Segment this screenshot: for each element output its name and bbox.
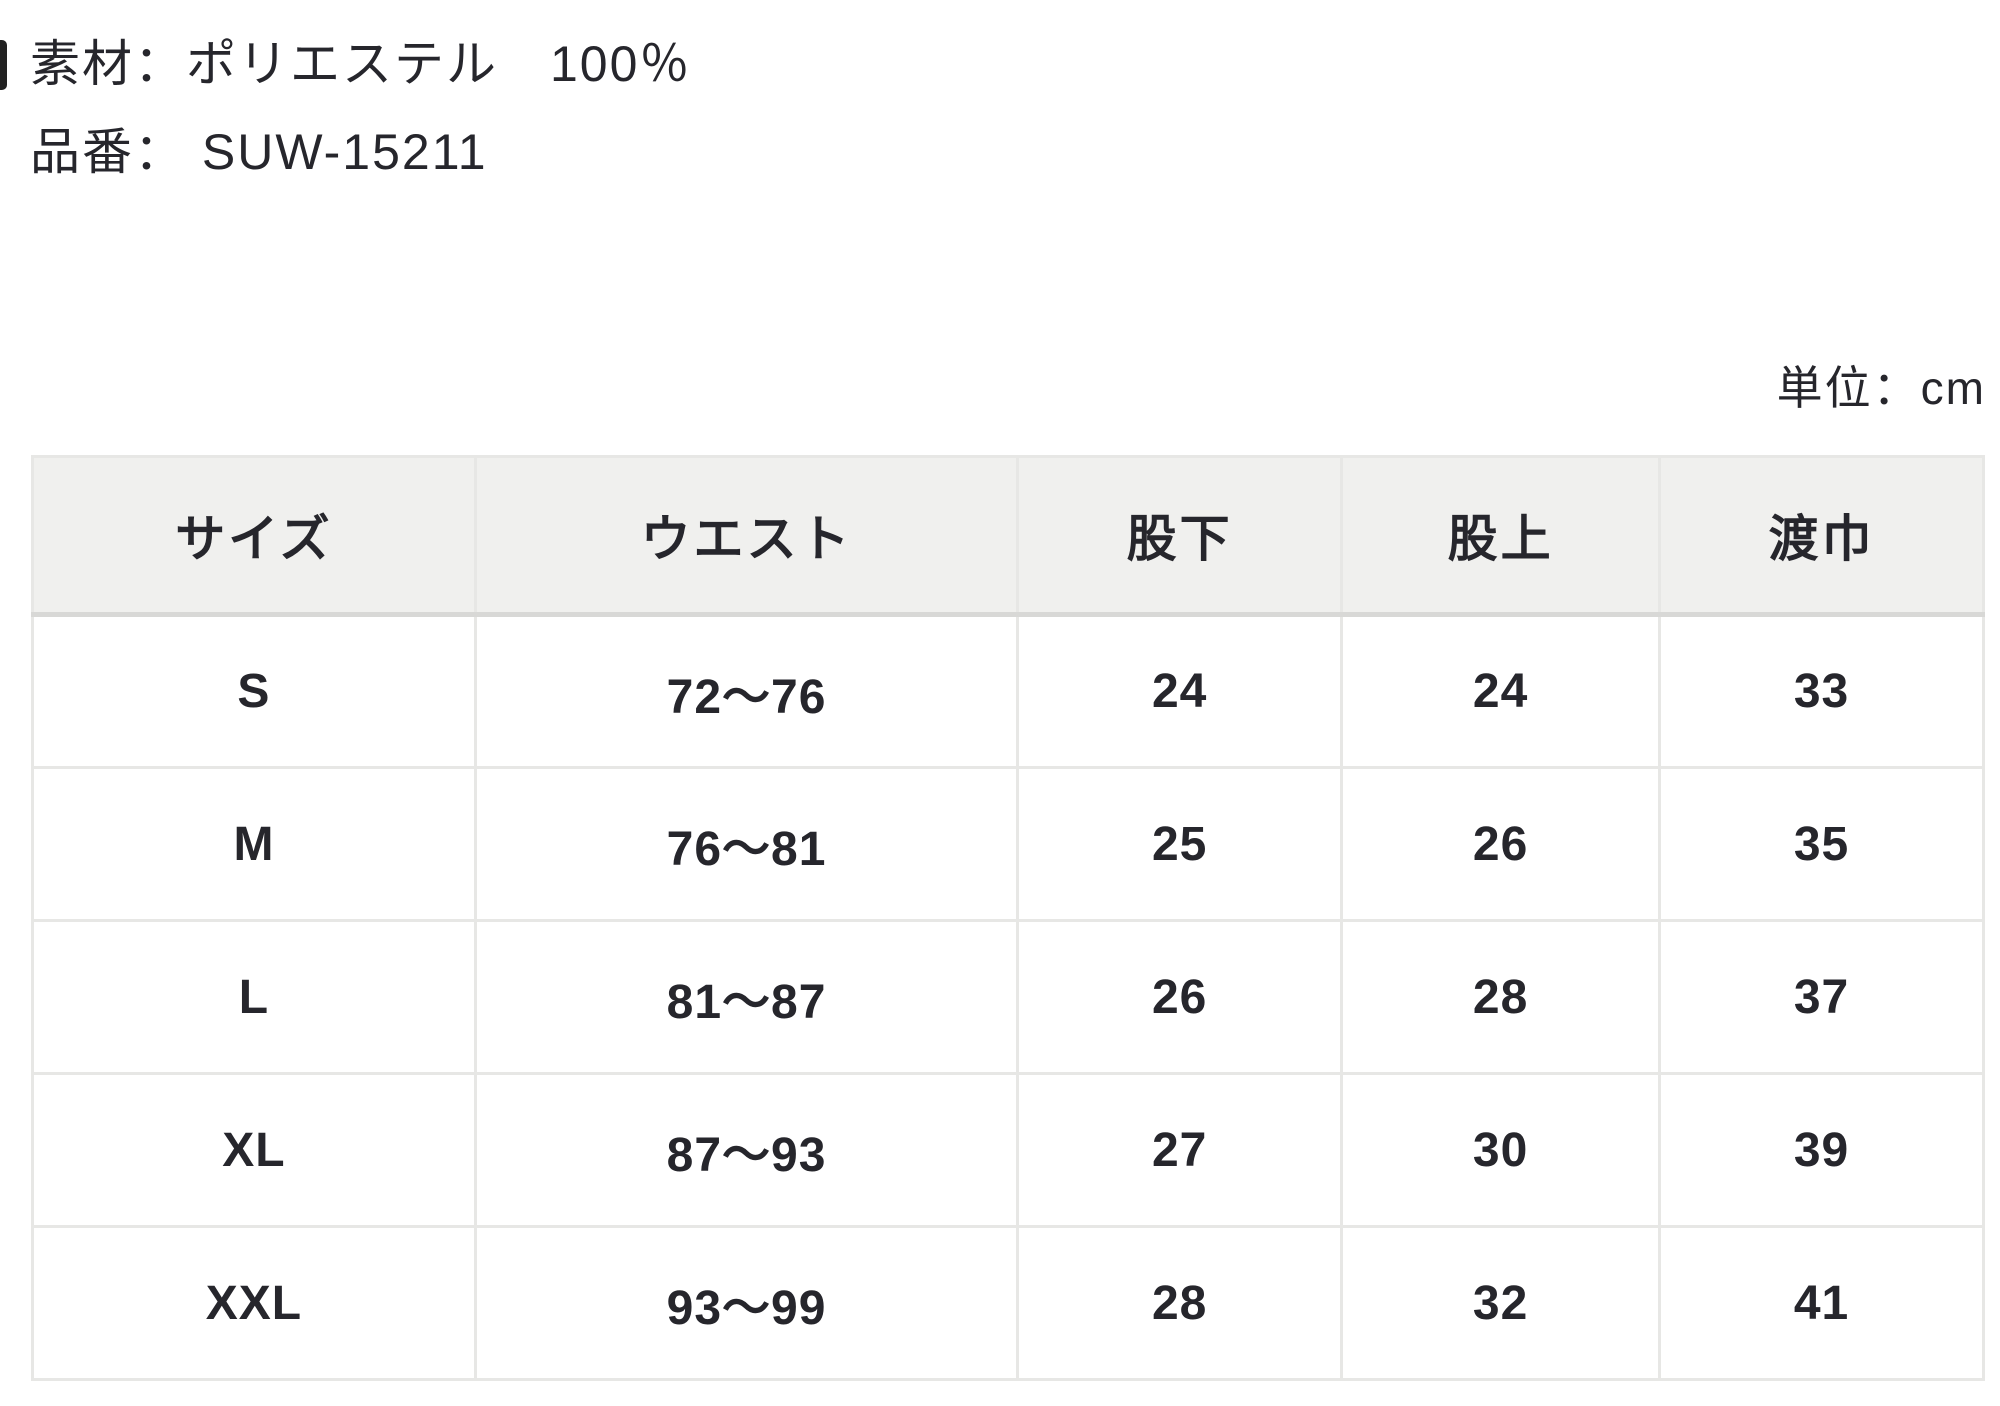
cell-inseam: 27 [1016,1072,1344,1228]
cell-waist: 76～81 [473,766,1020,922]
unit-label: 単位：cm [1776,362,1986,414]
cell-thigh-width: 39 [1658,1072,1985,1228]
cell-thigh-width: 37 [1658,919,1985,1075]
column-header-rise: 股上 [1340,455,1662,617]
size-row-s: S 72～76 24 24 33 [31,613,1985,769]
cell-inseam: 24 [1016,613,1344,769]
cell-inseam: 25 [1016,766,1344,922]
material-line: 素材：ポリエステル 100％ [30,36,692,92]
cell-thigh-width: 33 [1658,613,1985,769]
column-header-waist: ウエスト [473,455,1020,617]
cell-inseam: 26 [1016,919,1344,1075]
cell-size: L [31,919,477,1075]
cell-thigh-width: 41 [1658,1225,1985,1381]
cell-waist: 81～87 [473,919,1020,1075]
size-table: サイズ ウエスト 股下 股上 渡巾 S 72～76 24 24 33 M 76～… [31,455,1985,1381]
cell-rise: 28 [1340,919,1662,1075]
size-row-xl: XL 87～93 27 30 39 [31,1072,1985,1228]
cell-size: XL [31,1072,477,1228]
cell-waist: 72～76 [473,613,1020,769]
cell-size: XXL [31,1225,477,1381]
cell-rise: 30 [1340,1072,1662,1228]
cell-size: M [31,766,477,922]
size-row-l: L 81～87 26 28 37 [31,919,1985,1075]
column-header-inseam: 股下 [1016,455,1344,617]
size-row-xxl: XXL 93～99 28 32 41 [31,1225,1985,1381]
column-header-thigh-width: 渡巾 [1658,455,1985,617]
cell-rise: 24 [1340,613,1662,769]
cell-waist: 93～99 [473,1225,1020,1381]
cropped-edge-mark [0,40,7,90]
size-table-header-row: サイズ ウエスト 股下 股上 渡巾 [31,455,1985,617]
cell-thigh-width: 35 [1658,766,1985,922]
product-number-line: 品番： SUW-15211 [30,124,488,180]
cell-rise: 32 [1340,1225,1662,1381]
size-row-m: M 76～81 25 26 35 [31,766,1985,922]
column-header-size: サイズ [31,455,477,617]
cell-waist: 87～93 [473,1072,1020,1228]
cell-rise: 26 [1340,766,1662,922]
cell-size: S [31,613,477,769]
cell-inseam: 28 [1016,1225,1344,1381]
